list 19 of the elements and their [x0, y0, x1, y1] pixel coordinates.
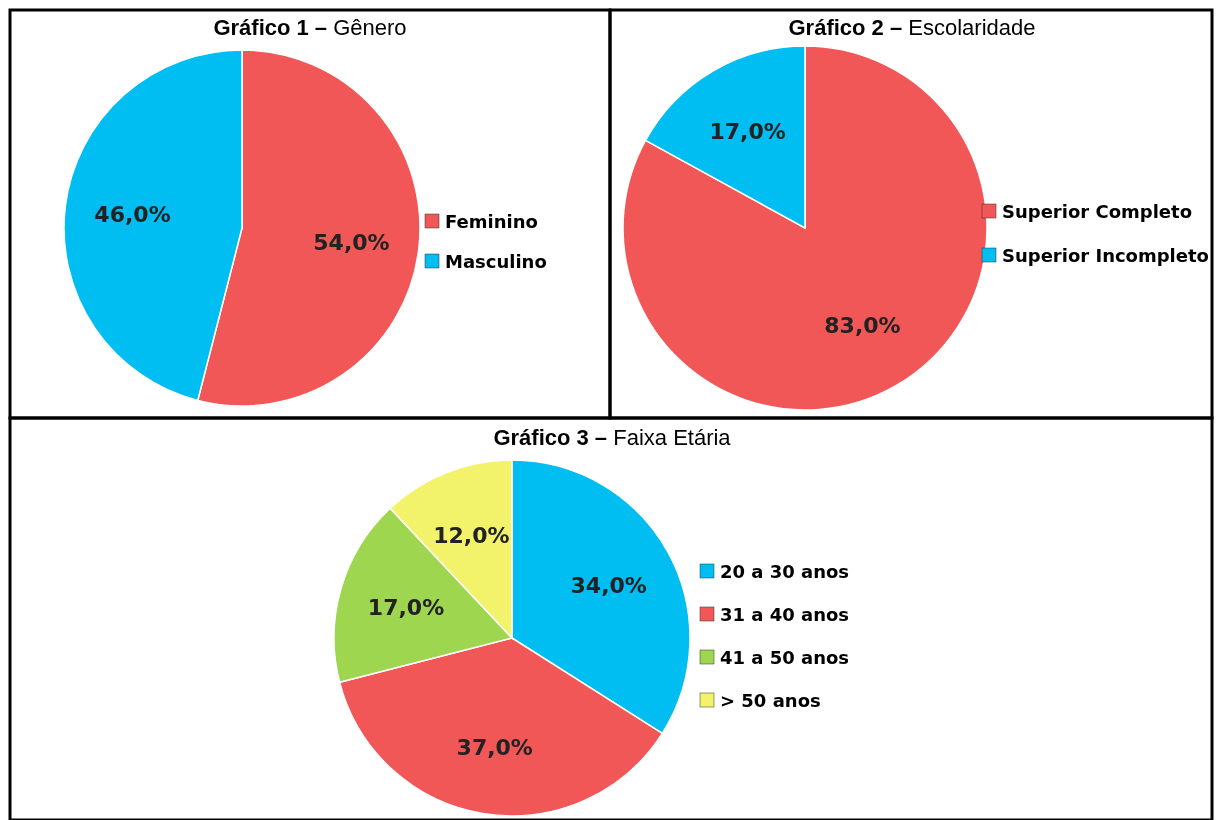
data-label: 37,0%	[456, 734, 533, 760]
data-label: 34,0%	[570, 572, 647, 598]
legend-label: 20 a 30 anos	[720, 561, 850, 583]
legend-label: Superior Incompleto	[1002, 245, 1209, 267]
legend-label: 31 a 40 anos	[720, 604, 850, 626]
data-label: 46,0%	[94, 201, 171, 227]
data-label: 12,0%	[433, 523, 510, 549]
chart-title: Gráfico 3 – Faixa Etária	[493, 425, 732, 450]
data-label: 54,0%	[313, 229, 390, 255]
data-label: 17,0%	[367, 594, 445, 620]
data-label: 17,0%	[709, 118, 786, 144]
legend-label: Superior Completo	[1002, 201, 1192, 223]
legend-label: 41 a 50 anos	[720, 647, 850, 669]
legend-label: > 50 anos	[720, 690, 821, 712]
legend-label: Feminino	[445, 211, 538, 233]
data-label: 83,0%	[824, 312, 901, 338]
chart-title: Gráfico 1 – Gênero	[213, 15, 407, 40]
chart-title: Gráfico 2 – Escolaridade	[788, 15, 1036, 40]
legend-label: Masculino	[445, 251, 547, 273]
